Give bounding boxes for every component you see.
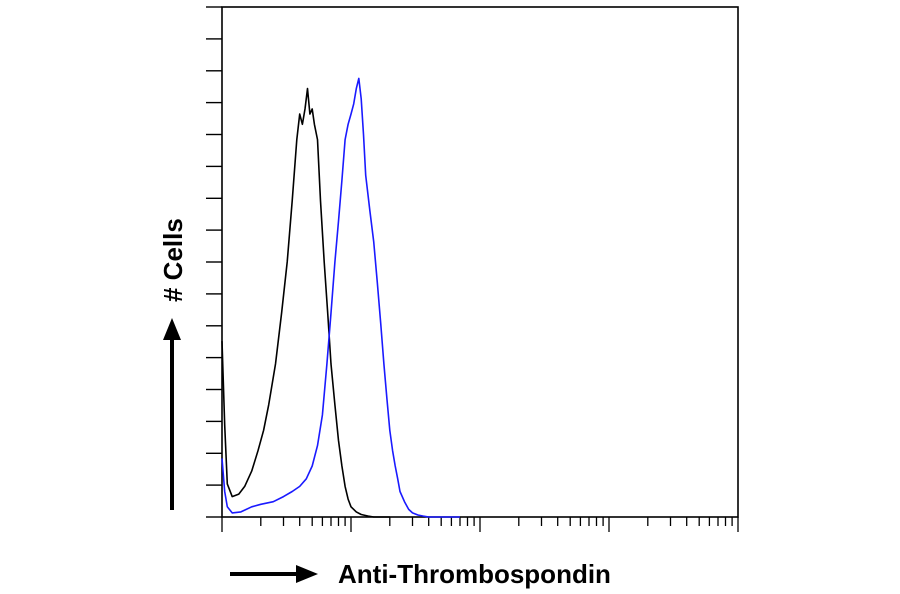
- y-axis-ticks: [206, 6, 222, 518]
- y-axis-arrow-head-icon: [163, 318, 181, 340]
- x-axis-arrow-head-icon: [296, 565, 318, 583]
- series-line-1: [221, 87, 390, 518]
- plot-frame: [221, 6, 739, 518]
- x-axis-ticks: [221, 517, 739, 532]
- series-layer: [221, 77, 460, 518]
- series-line-2: [221, 77, 460, 518]
- y-axis-label: # Cells: [158, 218, 188, 302]
- x-axis-label: Anti-Thrombospondin: [338, 559, 611, 589]
